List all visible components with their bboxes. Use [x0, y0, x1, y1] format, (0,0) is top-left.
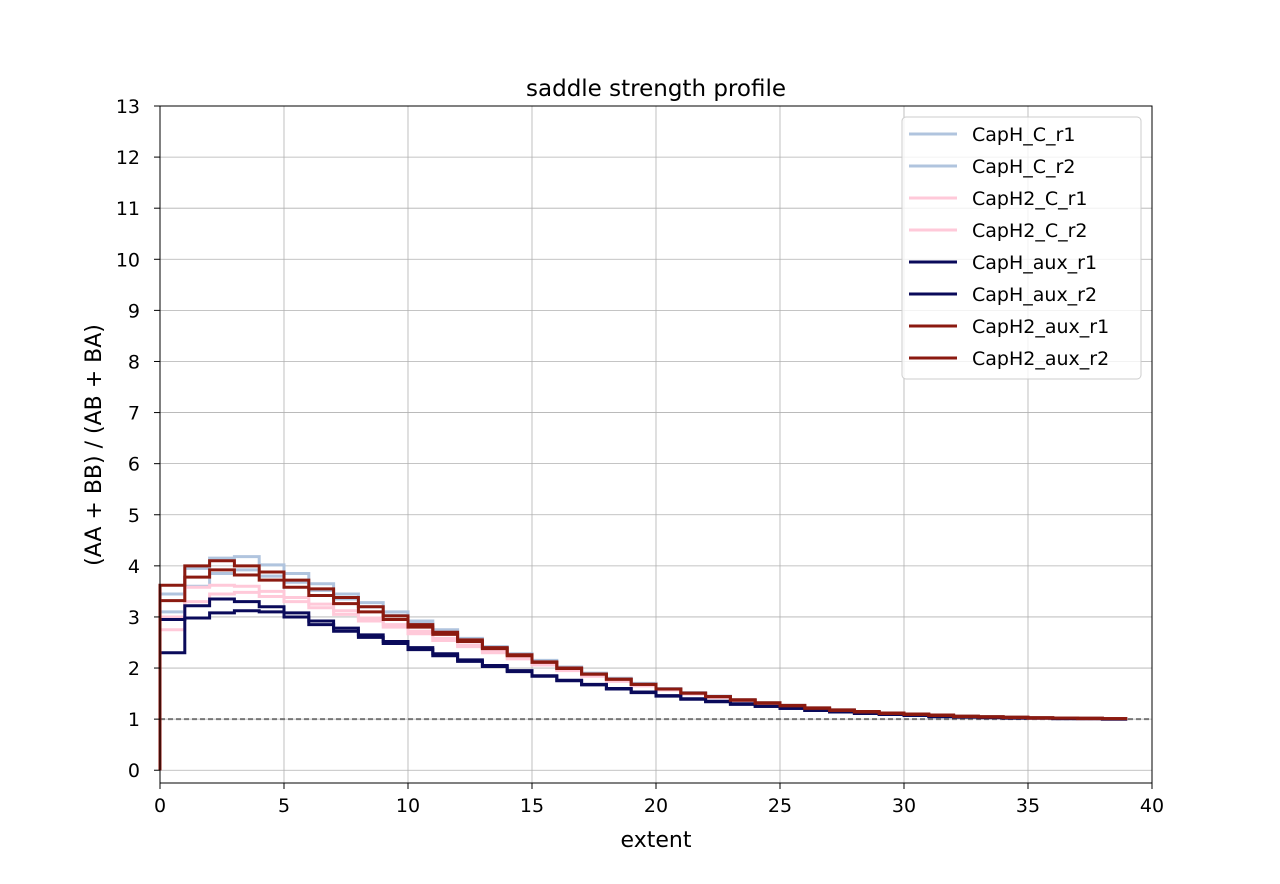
x-tick-label: 25 [768, 795, 792, 817]
legend-label: CapH_C_r1 [972, 124, 1075, 146]
x-tick-label: 30 [892, 795, 916, 817]
y-tick-label: 0 [128, 760, 140, 782]
y-tick-label: 8 [128, 351, 140, 373]
series-line [158, 568, 1128, 771]
legend-label: CapH_C_r2 [972, 156, 1075, 178]
y-tick-label: 12 [116, 147, 140, 169]
y-tick-label: 9 [128, 300, 140, 322]
x-axis-label: extent [621, 828, 692, 853]
y-tick-label: 11 [116, 198, 140, 220]
chart-title: saddle strength profile [526, 76, 786, 102]
legend-label: CapH2_aux_r1 [972, 316, 1109, 338]
y-tick-label: 3 [128, 607, 140, 629]
legend-label: CapH_aux_r2 [972, 284, 1097, 306]
y-tick-label: 10 [116, 249, 140, 271]
y-tick-label: 6 [128, 454, 140, 476]
y-tick-label: 5 [128, 505, 140, 527]
x-tick-label: 10 [396, 795, 420, 817]
x-tick-label: 15 [520, 795, 544, 817]
series-line [158, 568, 1128, 771]
y-tick-label: 13 [116, 96, 140, 118]
series-line [158, 609, 1128, 771]
legend-box [901, 116, 1142, 380]
y-tick-label: 7 [128, 403, 140, 425]
series-line [158, 590, 1128, 771]
x-tick-label: 5 [278, 795, 290, 817]
series-line [158, 559, 1128, 771]
x-tick-label: 0 [154, 795, 166, 817]
legend-label: CapH_aux_r1 [972, 252, 1097, 274]
x-tick-label: 40 [1140, 795, 1164, 817]
legend: CapH_C_r1 CapH_C_r2 CapH2_C_r1 CapH2_C_r2 Ca… [901, 116, 1142, 380]
x-tick-label: 35 [1016, 795, 1040, 817]
legend-label: CapH2_C_r2 [972, 220, 1088, 242]
y-tick-label: 1 [128, 709, 140, 731]
series-group [158, 555, 1128, 771]
legend-label: CapH2_C_r1 [972, 188, 1088, 210]
legend-label: CapH2_aux_r2 [972, 348, 1109, 370]
x-tick-label: 20 [644, 795, 668, 817]
y-tick-label: 2 [128, 658, 140, 680]
y-axis-label: (AA + BB) / (AB + BA) [82, 324, 107, 566]
y-tick-label: 4 [128, 556, 140, 578]
